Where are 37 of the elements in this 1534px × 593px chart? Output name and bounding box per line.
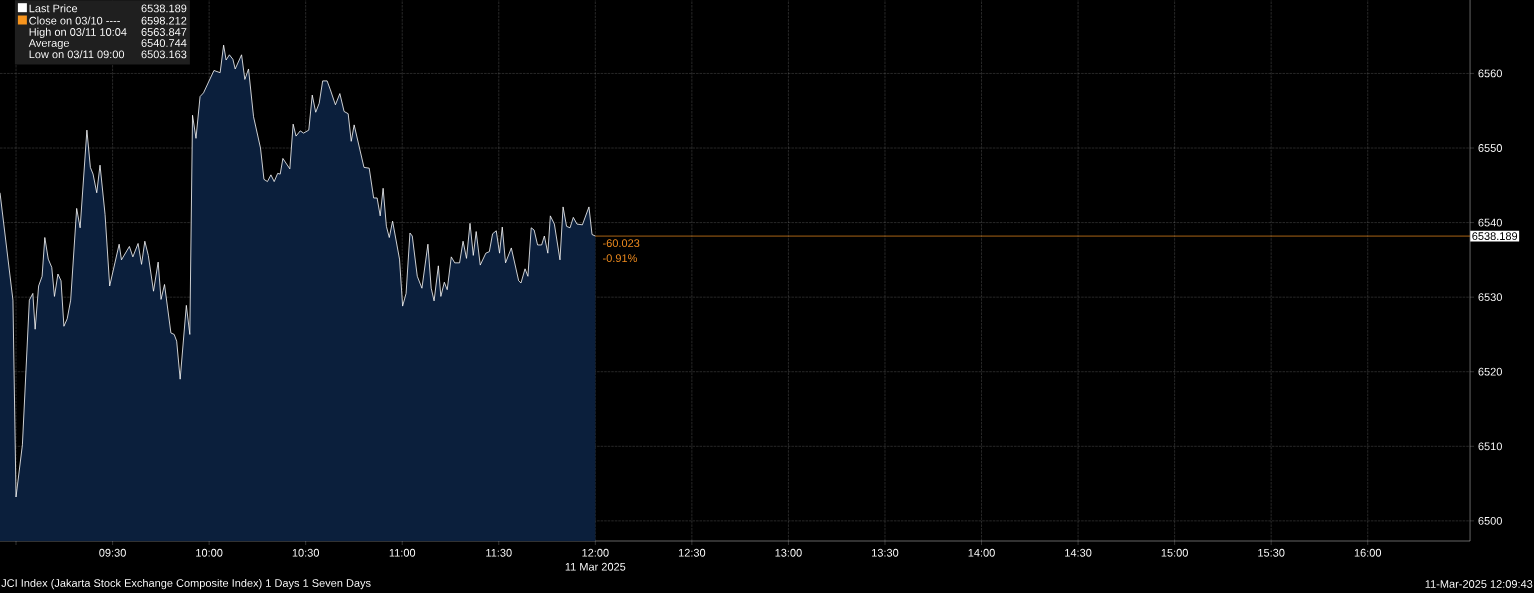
x-tick-label: 15:00 xyxy=(1161,548,1188,557)
annotation: Average xyxy=(28,39,69,50)
x-tick-label: 15:30 xyxy=(1258,548,1285,557)
x-axis-title: 11 Mar 2025 xyxy=(565,562,626,571)
x-tick-label: 12:00 xyxy=(582,548,609,557)
annotation: Low on 03/11 09:00 xyxy=(29,50,125,59)
text: JCI Index (Jakarta Stock Exchange Composite Index) 1 Days 1 Seven Days xyxy=(1,578,371,590)
annotation: 6563.847 xyxy=(141,28,187,36)
y-tick-label: 6530 xyxy=(1478,293,1502,302)
x-tick-label: 10:30 xyxy=(292,548,319,557)
x-tick-label: 11:00 xyxy=(389,548,416,557)
annotation: Close on 03/10 ---- xyxy=(29,16,120,25)
x-tick-label: 10:00 xyxy=(196,548,223,557)
y-tick-label: 6550 xyxy=(1478,144,1502,152)
x-tick-label: 13:00 xyxy=(775,548,802,557)
annotation: Last Price xyxy=(29,4,78,13)
annotation: -0.91% xyxy=(603,254,637,263)
y-tick-label: 6540 xyxy=(1478,218,1502,227)
y-tick-label: 6500 xyxy=(1478,516,1502,525)
x-tick-label: 12:30 xyxy=(678,548,706,557)
annotation: 6540.744 xyxy=(141,39,187,47)
y-tick-label: 6560 xyxy=(1478,69,1502,78)
annotation: -60.023 xyxy=(603,239,640,248)
annotation: 6598.212 xyxy=(141,16,187,25)
x-tick-label: 16:00 xyxy=(1354,548,1382,557)
text: 11-Mar-2025 12:09:43 xyxy=(1425,580,1533,588)
x-tick-label: 11:30 xyxy=(486,548,512,557)
x-tick-label: 14:00 xyxy=(968,548,995,557)
x-tick-label: 09:30 xyxy=(99,548,126,557)
annotation: 6503.163 xyxy=(141,50,187,59)
y-tick-label: 6520 xyxy=(1478,367,1502,376)
x-tick-label: 14:30 xyxy=(1065,548,1092,557)
y-tick-label: 6510 xyxy=(1478,442,1502,451)
x-tick-label: 13:30 xyxy=(872,548,899,557)
ref-line-label: 6538.189 xyxy=(1472,232,1518,240)
annotation: High on 03/11 10:04 xyxy=(29,27,127,39)
annotation: 6538.189 xyxy=(141,4,187,13)
